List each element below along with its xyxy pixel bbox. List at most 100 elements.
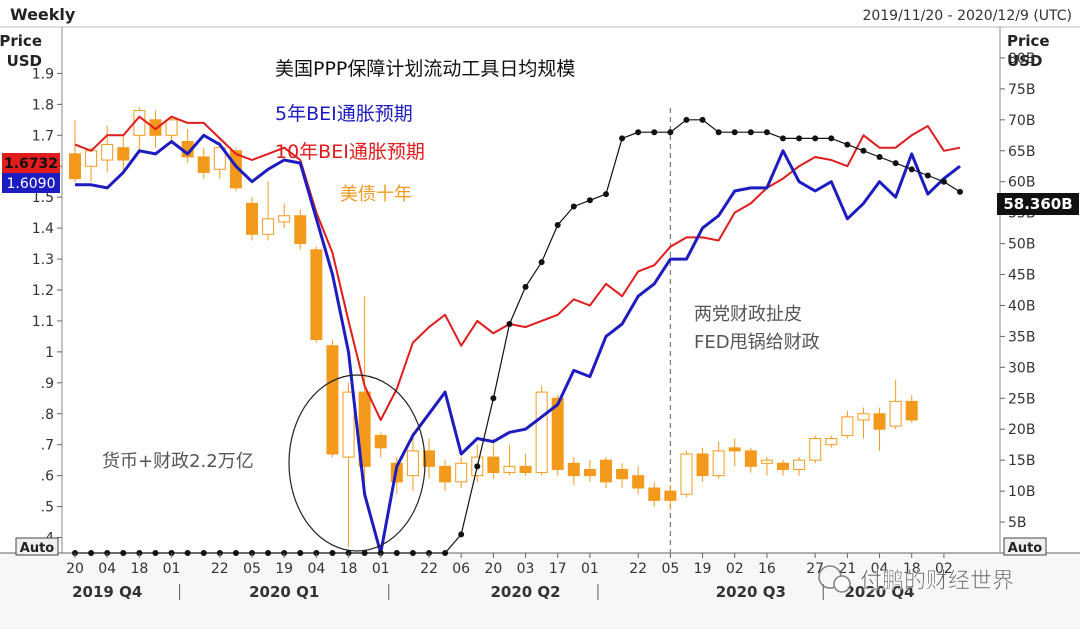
right-tick-label: 15B bbox=[1008, 453, 1035, 469]
left-tick-label: 1.8 bbox=[32, 97, 54, 113]
left-axis-unit-price: Price bbox=[0, 32, 42, 50]
right-tick-label: 50B bbox=[1008, 237, 1035, 253]
right-tick-label: 30B bbox=[1008, 360, 1035, 376]
candle-body-down bbox=[777, 462, 789, 470]
right-tick-label: 45B bbox=[1008, 268, 1035, 284]
annotation-partisan-1: 两党财政扯皮 bbox=[694, 304, 802, 325]
date-range: 2019/11/20 - 2020/12/9 (UTC) bbox=[862, 8, 1072, 24]
left-tick-label: 1.5 bbox=[32, 190, 54, 206]
right-tick-label: 75B bbox=[1008, 82, 1035, 98]
candle-body-up bbox=[712, 450, 725, 477]
candle-body-up bbox=[793, 459, 806, 470]
left-tick-label: 1.7 bbox=[32, 128, 54, 144]
x-tick-label: 20 bbox=[66, 561, 84, 577]
ppp-dot bbox=[651, 129, 658, 136]
x-tick-label: 18 bbox=[340, 561, 358, 577]
candle-body-up bbox=[825, 438, 838, 446]
candle-body-down bbox=[632, 475, 645, 489]
ppp-dot bbox=[603, 191, 609, 198]
candle-body-up bbox=[278, 215, 291, 223]
x-tick-label: 22 bbox=[629, 561, 647, 577]
candle-body-up bbox=[535, 391, 548, 474]
x-tick-label: 16 bbox=[758, 561, 776, 577]
candle-body-up bbox=[841, 416, 854, 436]
left-tick-label: 1.3 bbox=[32, 252, 54, 268]
quarter-label: 2020 Q3 bbox=[716, 583, 786, 601]
auto-left-button[interactable] bbox=[15, 537, 59, 556]
candle-body-down bbox=[873, 413, 886, 430]
candle-body-down bbox=[519, 465, 532, 474]
x-tick-label: 04 bbox=[98, 561, 116, 577]
ppp-dot bbox=[393, 550, 400, 556]
x-tick-label: 01 bbox=[163, 561, 181, 577]
left-tick-label: 1.1 bbox=[32, 314, 54, 330]
ppp-dot bbox=[715, 129, 722, 136]
x-tick-label: 18 bbox=[130, 561, 148, 577]
quarter-labels: 2019 Q4 2020 Q1 2020 Q2 2020 Q3 2020 Q4 bbox=[72, 583, 915, 601]
left-axis-unit-usd: USD bbox=[7, 52, 42, 70]
x-tick-label: 21 bbox=[838, 561, 856, 577]
left-tick-label: .8 bbox=[41, 407, 54, 423]
x-tick-label: 18 bbox=[903, 561, 921, 577]
ppp-dot bbox=[940, 178, 947, 185]
x-tick-label: 05 bbox=[661, 561, 679, 577]
ppp-dot bbox=[506, 321, 513, 328]
candle-body-down bbox=[744, 450, 757, 467]
left-tick-label: 1 bbox=[45, 345, 54, 361]
x-tick-label: 03 bbox=[517, 561, 535, 577]
candle-body-down bbox=[374, 434, 387, 449]
candle-body-up bbox=[101, 144, 114, 161]
badge-black-text: 58.360B bbox=[1003, 195, 1072, 213]
ppp-dot bbox=[184, 550, 191, 556]
x-tick-label: 01 bbox=[372, 561, 390, 577]
right-tick-label: 35B bbox=[1008, 329, 1035, 345]
right-tick-label: 5B bbox=[1008, 515, 1027, 531]
ppp-dot bbox=[554, 222, 561, 229]
ppp-dot bbox=[683, 116, 690, 123]
ppp-dot bbox=[763, 129, 770, 136]
candle-body-up bbox=[857, 413, 870, 421]
candle-body-down bbox=[551, 397, 564, 470]
line-10y-bei bbox=[74, 115, 961, 421]
right-axis-unit-price: Price bbox=[1007, 32, 1050, 50]
legend-5y: 5年BEI通胀预期 bbox=[275, 103, 413, 125]
candle-body-down bbox=[905, 400, 918, 421]
ppp-dot bbox=[570, 203, 577, 210]
ppp-dot bbox=[442, 550, 449, 556]
annotation-partisan-2: FED甩锅给财政 bbox=[694, 332, 820, 353]
right-axis-unit-usd: USD bbox=[1007, 52, 1042, 70]
legend-10y: 10年BEI通胀预期 bbox=[275, 141, 425, 163]
candle-body-up bbox=[889, 400, 902, 427]
candle-body-down bbox=[423, 450, 435, 467]
ppp-dot bbox=[474, 463, 481, 470]
left-tick-label: 1.9 bbox=[32, 66, 54, 82]
x-tick-label: 01 bbox=[581, 561, 599, 577]
x-tick-label: 04 bbox=[307, 561, 325, 577]
annotation-fiscal: 货币+财政2.2万亿 bbox=[102, 451, 254, 472]
left-tick-label: .7 bbox=[41, 438, 54, 454]
ppp-dot bbox=[297, 550, 304, 556]
ppp-dot bbox=[586, 197, 593, 204]
right-axis-ticks: 5B10B15B20B25B30B35B40B45B50B55B60B65B70… bbox=[1000, 51, 1035, 531]
ppp-dot bbox=[200, 550, 207, 556]
ppp-dot bbox=[538, 259, 545, 266]
quarter-label: 2020 Q2 bbox=[490, 583, 560, 601]
candle-body-down bbox=[310, 249, 323, 341]
candle-body-up bbox=[213, 147, 226, 170]
x-tick-label: 02 bbox=[935, 561, 953, 577]
left-tick-label: .5 bbox=[41, 500, 54, 516]
ppp-dot bbox=[265, 550, 272, 556]
watermark-text: 付鹏的财经世界 bbox=[860, 569, 1014, 594]
ppp-dot bbox=[409, 550, 416, 556]
right-tick-label: 20B bbox=[1008, 422, 1035, 438]
candle-body-down bbox=[567, 462, 580, 477]
candle-body-down bbox=[326, 345, 339, 455]
ppp-dot bbox=[361, 550, 368, 556]
quarter-label: 2020 Q4 bbox=[844, 583, 914, 601]
watermark: 付鹏的财经世界 bbox=[818, 565, 1014, 594]
auto-right-button[interactable] bbox=[1003, 537, 1047, 556]
candle-body-down bbox=[117, 147, 130, 161]
x-tick-label: 20 bbox=[484, 561, 502, 577]
ppp-dot bbox=[747, 129, 754, 136]
